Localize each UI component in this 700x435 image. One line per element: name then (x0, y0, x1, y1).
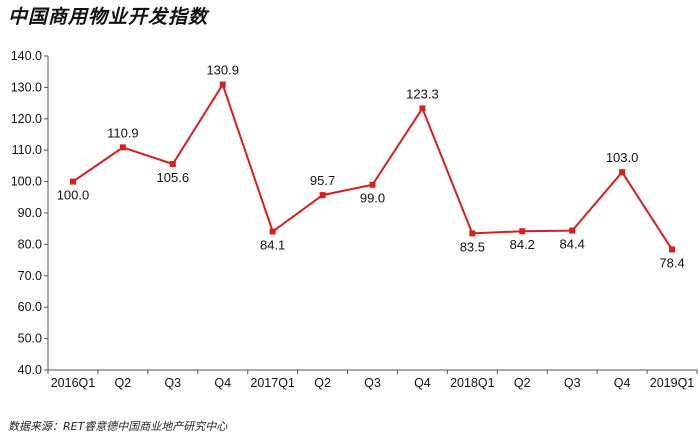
y-axis-ticks: 140.0 130.0 120.0 110.0 100.0 90.0 80.0 70.0 60.… (11, 49, 48, 377)
series-line (72, 82, 673, 250)
x-tick-label: Q4 (414, 376, 431, 390)
x-tick-label: Q4 (214, 376, 231, 390)
x-tick-label: 2017Q1 (250, 376, 295, 390)
data-label: 84.4 (560, 237, 585, 252)
data-point (569, 227, 576, 234)
data-point (119, 144, 126, 151)
y-tick-label: 120.0 (11, 112, 42, 126)
data-label: 100.0 (57, 188, 90, 203)
x-tick-label: Q3 (164, 376, 181, 390)
x-tick-label: 2018Q1 (450, 376, 495, 390)
chart-title: 中国商用物业开发指数 (8, 6, 209, 28)
y-tick-label: 110.0 (12, 143, 42, 157)
x-tick-label: 2016Q1 (51, 376, 96, 390)
y-tick-label: 80.0 (18, 237, 42, 251)
chart-axes (47, 56, 697, 371)
data-point (469, 230, 476, 237)
data-label: 83.5 (460, 239, 485, 254)
data-label: 99.0 (360, 191, 385, 206)
data-label: 84.1 (260, 238, 285, 253)
data-point (69, 178, 76, 185)
data-label: 103.0 (606, 150, 639, 165)
data-point (669, 246, 676, 253)
data-point (619, 169, 626, 176)
data-point (369, 181, 376, 188)
y-tick-label: 70.0 (18, 269, 42, 283)
x-tick-label: Q2 (314, 376, 331, 390)
y-tick-label: 60.0 (18, 300, 42, 314)
x-tick-label: Q3 (364, 376, 381, 390)
x-tick-label: Q3 (564, 376, 581, 390)
data-label: 95.7 (310, 173, 335, 188)
data-label: 105.6 (157, 170, 190, 185)
y-tick-label: 130.0 (11, 80, 42, 94)
y-tick-label: 140.0 (11, 49, 42, 63)
y-tick-label: 40.0 (18, 363, 42, 377)
x-tick-label: Q2 (115, 376, 132, 390)
data-label: 110.9 (107, 125, 139, 140)
source-note: 数据来源：RET睿意德中国商业地产研究中心 (8, 420, 228, 433)
y-tick-label: 50.0 (18, 332, 42, 346)
data-point (519, 228, 526, 235)
x-tick-label: 2019Q1 (650, 376, 695, 390)
data-point (319, 192, 326, 199)
data-point (169, 161, 176, 168)
data-label: 130.9 (206, 63, 239, 78)
y-tick-label: 90.0 (18, 206, 42, 220)
data-labels: 100.0 110.9 105.6 130.9 84.1 95.7 99.0 123.3 83.… (57, 63, 685, 271)
y-tick-label: 100.0 (11, 175, 42, 189)
data-label: 84.2 (510, 237, 535, 252)
x-tick-label: Q4 (614, 376, 631, 390)
data-label: 123.3 (406, 86, 439, 101)
data-point (269, 228, 276, 235)
x-axis-ticks: 2016Q1 Q2 Q3 Q4 2017Q1 Q2 Q3 Q4 2018Q1 Q2 Q3 Q4 2019… (47, 370, 698, 390)
data-label: 78.4 (659, 255, 684, 270)
data-points (69, 81, 676, 253)
data-point (419, 105, 426, 112)
data-point (219, 81, 226, 88)
x-tick-label: Q2 (514, 376, 531, 390)
